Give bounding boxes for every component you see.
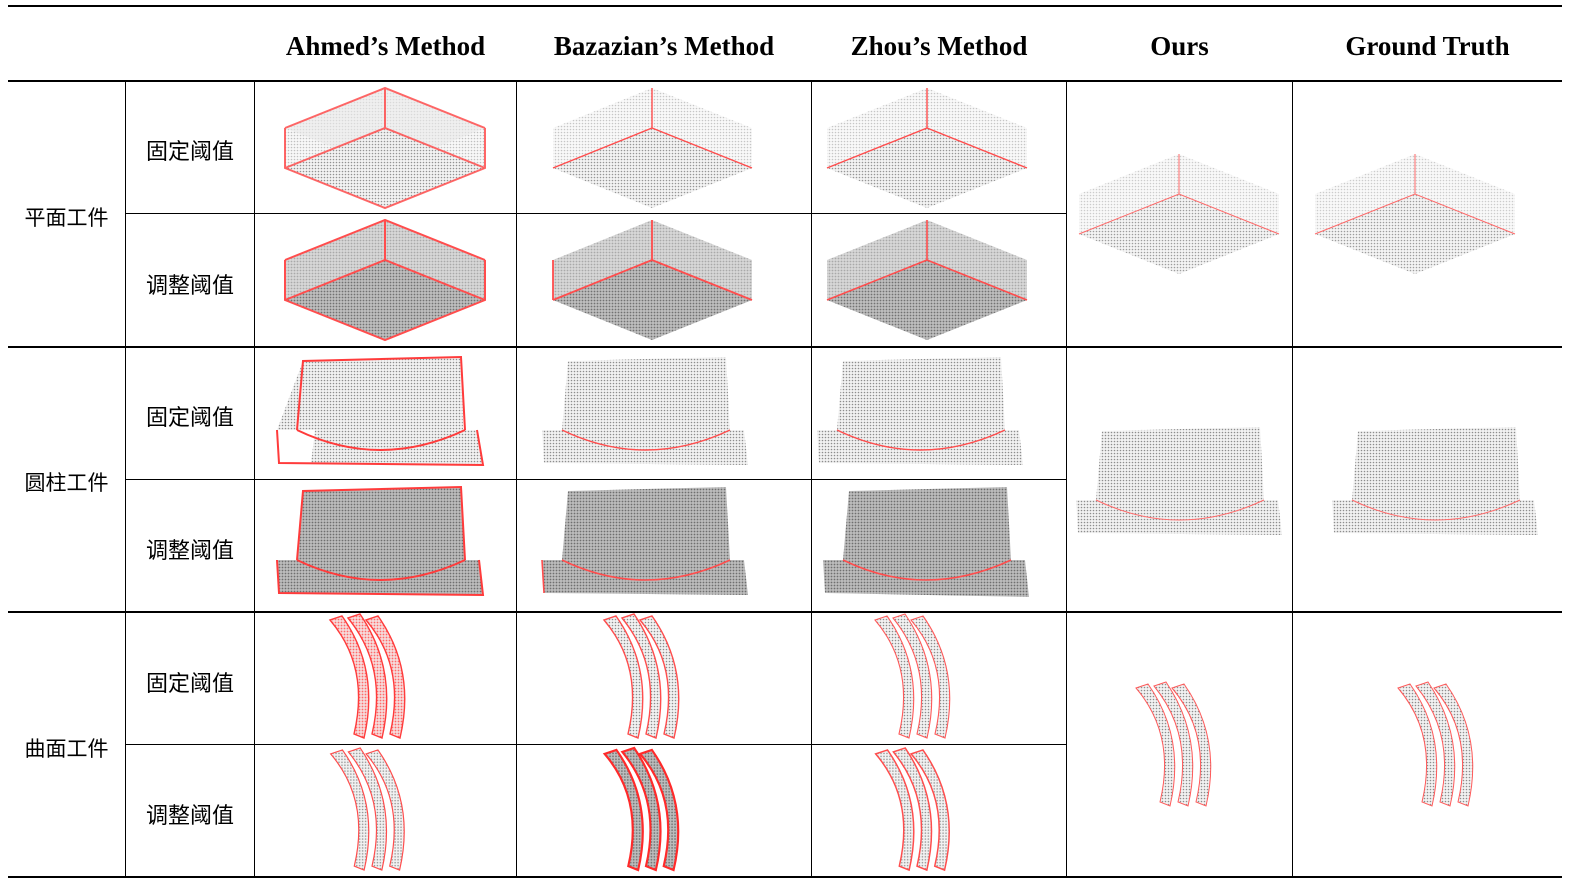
row1-rule: [8, 346, 1562, 348]
curved-ahmed-fixed-image: [322, 612, 422, 742]
sub-rule-2: [125, 479, 1066, 480]
planar-ahmed-fixed-image: [275, 86, 495, 212]
cylinder-zhou-adjusted-image: [815, 485, 1035, 600]
threshold-fixed-cylinder: 固定阈值: [145, 406, 234, 431]
row2-rule: [8, 611, 1562, 613]
threshold-adjusted-curved: 调整阈值: [145, 804, 234, 829]
curved-ours-image: [1128, 680, 1228, 810]
curved-bazazian-fixed-image: [596, 612, 696, 742]
header-bazazian: Bazazian’s Method: [553, 31, 775, 61]
curved-ground-truth-image: [1390, 680, 1490, 810]
cylinder-ground-truth-image: [1330, 425, 1542, 540]
category-curved: 曲面工件: [24, 737, 109, 761]
header-rule: [8, 80, 1562, 82]
planar-ahmed-adjusted-image: [275, 218, 495, 344]
col-divider-e: [1066, 81, 1067, 877]
top-rule: [8, 5, 1562, 7]
planar-zhou-fixed-image: [822, 86, 1032, 212]
cylinder-ahmed-fixed-image: [275, 355, 487, 470]
sub-rule-1: [125, 213, 1066, 214]
cylinder-bazazian-fixed-image: [540, 355, 752, 470]
header-ahmed: Ahmed’s Method: [285, 31, 486, 61]
col-divider-a: [125, 81, 126, 877]
planar-bazazian-fixed-image: [545, 86, 760, 212]
col-divider-c: [516, 81, 517, 877]
sub-rule-3: [125, 744, 1066, 745]
planar-ours-image: [1074, 152, 1284, 280]
header-zhou: Zhou’s Method: [850, 31, 1028, 61]
curved-ahmed-adjusted-image: [322, 746, 422, 874]
cylinder-zhou-fixed-image: [815, 355, 1027, 470]
threshold-fixed-curved: 固定阈值: [145, 672, 234, 697]
category-cylinder: 圆柱工件: [24, 471, 109, 495]
col-divider-b: [254, 81, 255, 877]
threshold-adjusted-planar: 调整阈值: [145, 274, 234, 299]
bottom-rule: [8, 876, 1562, 878]
threshold-adjusted-cylinder: 调整阈值: [145, 539, 234, 564]
col-divider-d: [811, 81, 812, 877]
col-divider-f: [1292, 81, 1293, 877]
threshold-fixed-planar: 固定阈值: [145, 140, 234, 165]
curved-zhou-fixed-image: [867, 612, 967, 742]
header-ours: Ours: [1150, 31, 1209, 61]
planar-zhou-adjusted-image: [822, 218, 1032, 344]
category-planar: 平面工件: [24, 206, 109, 230]
planar-ground-truth-image: [1310, 152, 1520, 280]
header-ground-truth: Ground Truth: [1345, 31, 1510, 61]
curved-bazazian-adjusted-image: [596, 746, 696, 874]
cylinder-ours-image: [1074, 425, 1286, 540]
curved-zhou-adjusted-image: [867, 746, 967, 874]
planar-bazazian-adjusted-image: [545, 218, 760, 344]
cylinder-ahmed-adjusted-image: [275, 485, 487, 600]
cylinder-bazazian-adjusted-image: [540, 485, 752, 600]
